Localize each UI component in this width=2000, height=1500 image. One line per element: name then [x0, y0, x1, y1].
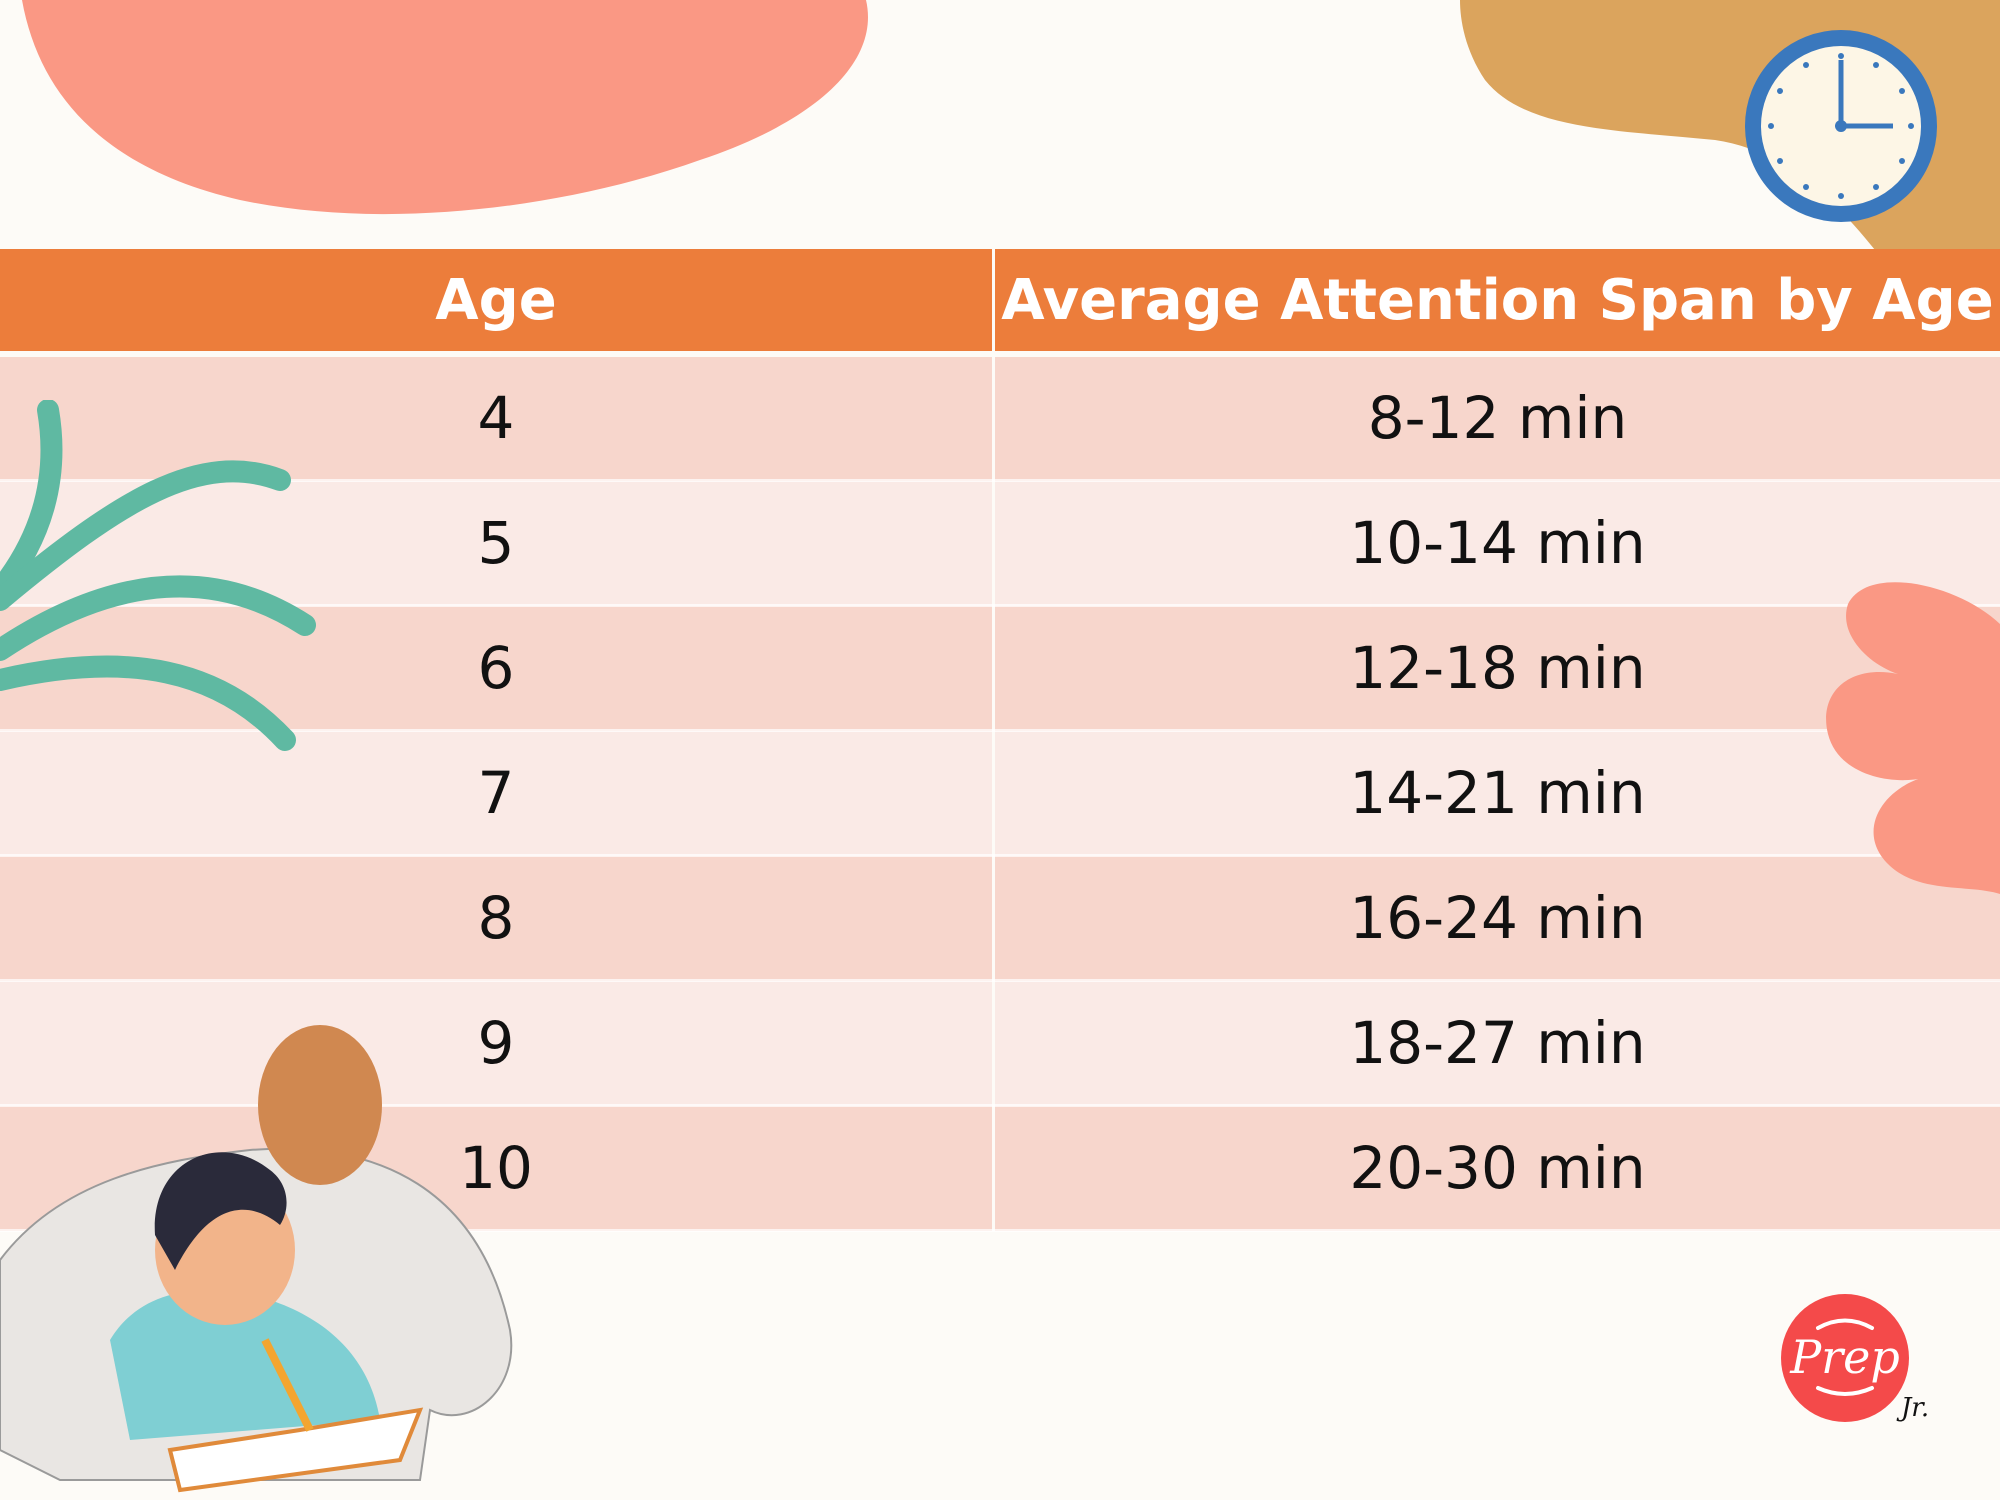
table-row: 9 18-27 min — [0, 980, 2000, 1107]
salmon-blob-decoration — [22, 0, 868, 215]
span-cell: 10-14 min — [993, 480, 2000, 607]
table-row: 4 8-12 min — [0, 354, 2000, 482]
logo-badge-icon: Prep Jr. — [1781, 1294, 1929, 1423]
leaves-decoration — [0, 400, 316, 751]
age-cell: 4 — [0, 354, 995, 482]
span-cell: 18-27 min — [993, 980, 2000, 1107]
span-cell: 16-24 min — [993, 855, 2000, 982]
logo-text: Prep — [1789, 1330, 1900, 1384]
prep-jr-logo: Prep Jr. — [1780, 1288, 1950, 1428]
span-cell: 8-12 min — [993, 354, 2000, 482]
logo-suffix: Jr. — [1896, 1393, 1929, 1423]
parent-child-reading-illustration — [0, 1025, 513, 1493]
plant-leaf-decoration — [1826, 582, 2000, 894]
table-row: 7 14-21 min — [0, 730, 2000, 857]
age-cell: 8 — [0, 855, 995, 982]
age-cell: 7 — [0, 730, 995, 857]
table-row: 8 16-24 min — [0, 855, 2000, 982]
age-cell: 9 — [0, 980, 995, 1107]
clock-icon — [1745, 30, 1937, 222]
span-cell: 20-30 min — [993, 1105, 2000, 1232]
table-header-row: Age Average Attention Span by Age — [0, 249, 2000, 357]
header-age: Age — [0, 249, 995, 357]
attention-span-table: Age Average Attention Span by Age 4 8-12 … — [0, 249, 2000, 1232]
header-attention-span: Average Attention Span by Age — [993, 249, 2000, 357]
span-cell: 14-21 min — [993, 730, 2000, 857]
